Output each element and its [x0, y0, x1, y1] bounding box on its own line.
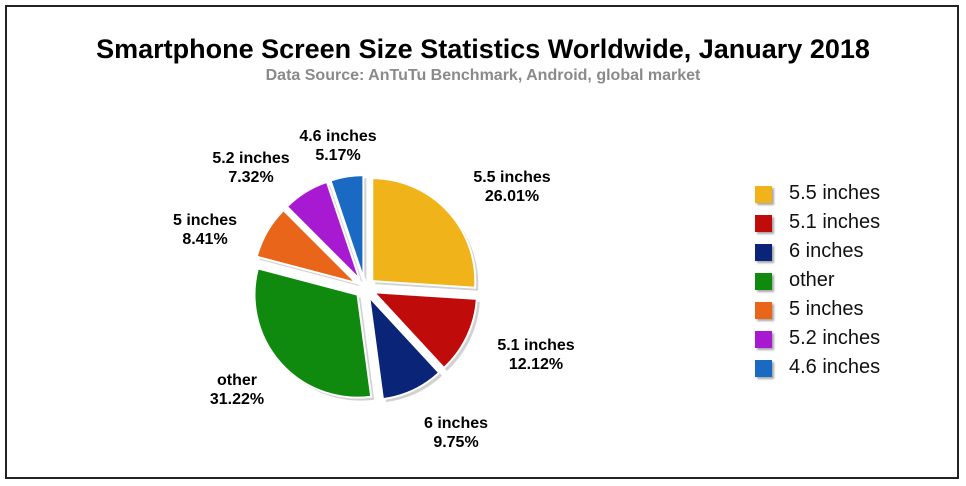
slice-label-value: 26.01%	[485, 188, 539, 205]
slice-label-value: 8.41%	[182, 231, 227, 248]
slice-label-name: 5 inches	[173, 212, 237, 229]
legend-swatch	[755, 302, 772, 319]
chart-title: Smartphone Screen Size Statistics Worldw…	[96, 34, 870, 64]
legend-swatch	[755, 244, 772, 261]
slice-label-value: 5.17%	[315, 147, 360, 164]
pie-slice-5-2-inches	[285, 180, 361, 281]
slice-label: 5.1 inches 12.12%	[497, 337, 574, 373]
slice-label-name: other	[217, 372, 257, 389]
pie-labels: 5.5 inches 26.01% 5.1 inches 12.12% 6 inches…	[173, 128, 575, 451]
pie-slice-6-inches	[367, 294, 441, 401]
pie-slice-other	[253, 267, 373, 399]
pie-slice-5-5-inches	[371, 177, 477, 289]
pie-slices	[253, 174, 480, 403]
chart-frame	[5, 5, 959, 479]
legend-swatch	[755, 331, 772, 348]
slice-label: 4.6 inches 5.17%	[299, 128, 376, 164]
slice-label-name: 4.6 inches	[299, 128, 376, 145]
slice-label: other 31.22%	[210, 372, 264, 408]
legend-label: 5 inches	[789, 298, 864, 320]
pie-slice-4-6-inches	[329, 174, 365, 279]
chart-subtitle: Data Source: AnTuTu Benchmark, Android, …	[265, 67, 701, 84]
slice-label: 5 inches 8.41%	[173, 212, 237, 248]
slice-label: 5.5 inches 26.01%	[473, 169, 550, 205]
slice-label-name: 5.1 inches	[497, 337, 574, 354]
legend-swatch	[755, 186, 772, 203]
legend-swatch	[755, 273, 772, 290]
legend-swatch	[755, 215, 772, 232]
slice-label-value: 12.12%	[509, 356, 563, 373]
slice-label-value: 31.22%	[210, 391, 264, 408]
slice-label: 6 inches 9.75%	[424, 415, 488, 451]
slice-label-value: 7.32%	[228, 169, 273, 186]
slice-label-value: 9.75%	[433, 434, 478, 451]
slice-label-name: 6 inches	[424, 415, 488, 432]
legend-label: 6 inches	[789, 240, 864, 262]
pie-slice-5-inches	[255, 208, 360, 285]
legend-label: other	[789, 269, 835, 291]
slice-label-name: 5.5 inches	[473, 169, 550, 186]
slice-label-name: 5.2 inches	[212, 150, 289, 167]
pie-slice-5-1-inches	[371, 291, 478, 370]
legend-label: 5.1 inches	[789, 211, 881, 233]
slice-label: 5.2 inches 7.32%	[212, 150, 289, 186]
legend-label: 4.6 inches	[789, 356, 881, 378]
legend-swatch	[755, 360, 772, 377]
legend-label: 5.2 inches	[789, 327, 881, 349]
legend-label: 5.5 inches	[789, 182, 881, 204]
